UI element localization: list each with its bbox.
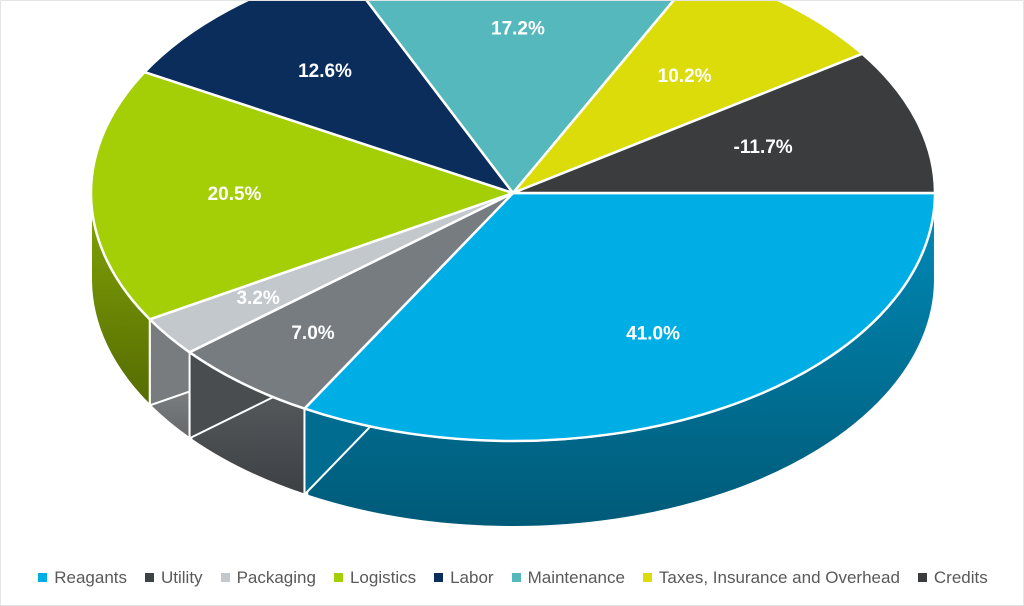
legend-swatch-icon bbox=[511, 572, 521, 582]
pie-slice-data-label: 7.0% bbox=[291, 323, 334, 344]
pie-slice-data-label: 3.2% bbox=[236, 288, 279, 309]
pie-slice[interactable] bbox=[511, 52, 937, 195]
pie-slice-data-label: 10.2% bbox=[658, 66, 712, 87]
legend-item[interactable]: Reagants bbox=[38, 569, 127, 586]
legend-item[interactable]: Credits bbox=[917, 567, 988, 587]
legend-item-label: Credits bbox=[933, 567, 988, 587]
pie-slice[interactable] bbox=[89, 70, 515, 321]
legend-item-label: Labor bbox=[450, 567, 494, 587]
chart-legend: Reagants Utility Packaging Logistics Labor Ma… bbox=[1, 549, 1023, 605]
legend-swatch-icon bbox=[434, 572, 444, 582]
pie-chart-svg: 41.0% 7.0% 3.2% 20.5% 12.6% 17.2% 10.2% -11.7% bbox=[89, 1, 937, 528]
legend-swatch-icon bbox=[642, 572, 652, 582]
legend-swatch-icon bbox=[38, 572, 48, 582]
pie-slice-data-label: 41.0% bbox=[626, 323, 680, 344]
legend-item-label: Logistics bbox=[349, 567, 417, 587]
pie-chart-plot-area: 41.0% 7.0% 3.2% 20.5% 12.6% 17.2% 10.2% -11.7% bbox=[1, 1, 1023, 546]
legend-item-label: Packaging bbox=[236, 567, 316, 587]
pie-slice-data-label: -11.7% bbox=[734, 137, 793, 158]
pie-slice-data-label: 20.5% bbox=[208, 184, 262, 205]
pie-slice[interactable] bbox=[188, 191, 515, 410]
pie-slice[interactable] bbox=[303, 191, 937, 443]
legend-item[interactable]: Maintenance bbox=[511, 567, 625, 587]
legend-item-label: Utility bbox=[161, 567, 203, 587]
legend-swatch-icon bbox=[333, 572, 343, 582]
legend-item[interactable]: Labor bbox=[434, 567, 494, 587]
legend-item[interactable]: Logistics bbox=[333, 567, 417, 587]
legend-item[interactable]: Taxes, Insurance and Overhead bbox=[642, 567, 900, 587]
legend-item-label: Reagants bbox=[54, 567, 127, 587]
pie-slice-data-label: 12.6% bbox=[298, 61, 352, 82]
legend-item[interactable]: Packaging bbox=[220, 567, 316, 587]
legend-item-label: Taxes, Insurance and Overhead bbox=[658, 567, 900, 587]
legend-swatch-icon bbox=[220, 572, 230, 582]
pie-slices bbox=[89, 1, 937, 443]
legend-item-label: Maintenance bbox=[527, 567, 625, 587]
pie-slice[interactable] bbox=[341, 1, 699, 195]
pie-slice-data-label: 17.2% bbox=[491, 18, 545, 39]
pie-data-labels: 41.0% 7.0% 3.2% 20.5% 12.6% 17.2% 10.2% -11.7% bbox=[208, 18, 793, 344]
pie-slice[interactable] bbox=[511, 1, 864, 195]
legend-swatch-icon bbox=[145, 572, 154, 582]
legend-swatch-icon bbox=[917, 572, 927, 582]
pie-slice[interactable] bbox=[143, 1, 515, 195]
legend-item[interactable]: Utility bbox=[145, 569, 203, 586]
